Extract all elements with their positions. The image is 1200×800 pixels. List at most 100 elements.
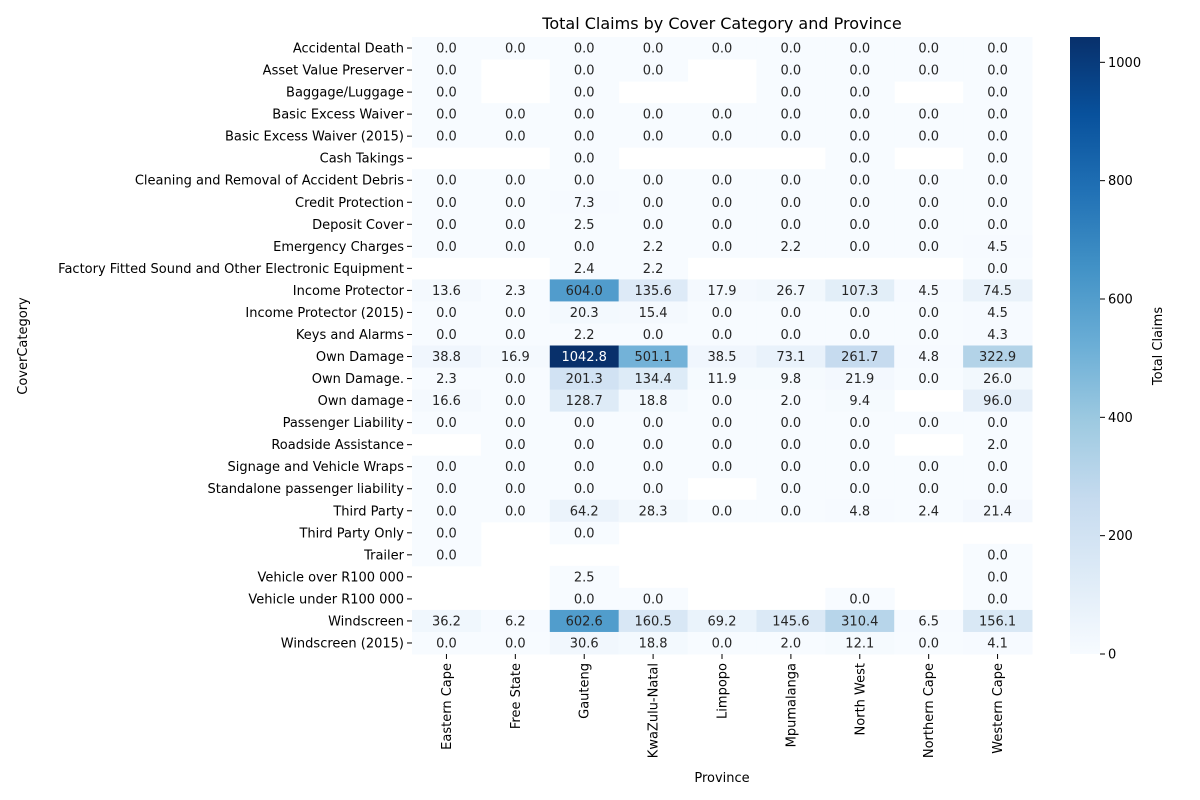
heatmap-cell: [480, 301, 551, 324]
cell-value-label: 6.5: [918, 614, 939, 629]
x-tick-label: KwaZulu-Natal: [647, 663, 662, 758]
cell-value-label: 0.0: [849, 108, 870, 123]
heatmap-cell: [825, 499, 895, 523]
cell-value-label: 2.2: [574, 328, 595, 343]
cell-value-label: 0.0: [781, 86, 802, 101]
heatmap-cell: [412, 213, 482, 236]
heatmap-cell: [963, 59, 1033, 82]
cell-value-label: 0.0: [918, 108, 939, 123]
heatmap-cell: [618, 213, 689, 236]
heatmap-cell: [894, 367, 964, 391]
heatmap-cell: [894, 37, 964, 60]
y-tick-label: Roadside Assistance: [271, 438, 404, 453]
y-axis-label: CoverCategory: [16, 297, 31, 395]
heatmap-cell: [618, 609, 689, 633]
cell-value-label: 0.0: [643, 42, 664, 57]
cell-value-label: 26.7: [776, 284, 805, 299]
cell-value-label: 0.0: [436, 504, 457, 519]
heatmap-cell: [687, 609, 757, 633]
cell-value-label: 0.0: [436, 328, 457, 343]
cell-value-label: 0.0: [574, 130, 595, 145]
heatmap-cell: [894, 477, 964, 501]
y-tick-label: Passenger Liability: [283, 416, 405, 431]
heatmap-cell: [618, 103, 689, 126]
cell-value-label: 2.0: [781, 636, 802, 651]
heatmap-cell: [549, 169, 620, 192]
heatmap-cell: [480, 389, 551, 413]
heatmap-cell: [894, 191, 964, 214]
heatmap-cell: [963, 125, 1033, 148]
heatmap-cell: [412, 631, 482, 655]
heatmap-cell: [412, 191, 482, 214]
chart-title: Total Claims by Cover Category and Provi…: [541, 14, 901, 33]
cell-value-label: 0.0: [505, 130, 526, 145]
cell-value-label: 0.0: [849, 152, 870, 167]
heatmap-cell: [825, 103, 895, 126]
cell-value-label: 0.0: [643, 482, 664, 497]
heatmap-cell: [618, 455, 689, 479]
heatmap-cell: [963, 323, 1033, 346]
x-axis-ticks: Eastern Cape Free State Gauteng KwaZulu-Nat…: [440, 654, 1006, 758]
cell-value-label: 0.0: [987, 152, 1008, 167]
cell-value-label: 0.0: [781, 460, 802, 475]
cell-value-label: 0.0: [918, 42, 939, 57]
heatmap-cell: [963, 389, 1033, 413]
cell-value-label: 4.5: [918, 284, 939, 299]
cell-value-label: 0.0: [505, 438, 526, 453]
cell-value-label: 4.8: [849, 504, 870, 519]
cell-value-label: 0.0: [987, 130, 1008, 145]
cell-value-label: 0.0: [436, 482, 457, 497]
cell-value-label: 0.0: [505, 504, 526, 519]
cell-value-label: 0.0: [643, 174, 664, 189]
cell-value-label: 21.9: [845, 372, 874, 387]
heatmap-cell: [412, 37, 482, 60]
cell-value-label: 0.0: [436, 196, 457, 211]
heatmap-cell: [825, 125, 895, 148]
heatmap-cell: [480, 37, 551, 60]
heatmap-cell: [618, 169, 689, 192]
y-tick-label: Trailer: [363, 548, 405, 563]
heatmap-cell: [480, 103, 551, 126]
colorbar-ticks: 0 200 400 600 800 1000: [1100, 56, 1141, 663]
heatmap-cell: [480, 345, 551, 369]
cell-value-label: 0.0: [918, 372, 939, 387]
heatmap-cell: [963, 565, 1033, 589]
cell-value-label: 1042.8: [561, 350, 607, 365]
y-tick-label: Income Protector: [293, 284, 405, 299]
y-tick-label: Cleaning and Removal of Accident Debris: [135, 174, 404, 189]
heatmap-cell: [825, 235, 895, 258]
cell-value-label: 0.0: [505, 636, 526, 651]
cell-value-label: 0.0: [643, 592, 664, 607]
heatmap-cell: [756, 125, 826, 148]
cell-value-label: 0.0: [574, 526, 595, 541]
heatmap-cell: [618, 433, 689, 457]
cell-value-label: 0.0: [781, 306, 802, 321]
cell-value-label: 0.0: [849, 482, 870, 497]
x-tick-label: Northern Cape: [922, 663, 937, 758]
cell-value-label: 128.7: [566, 394, 603, 409]
cell-value-label: 135.6: [635, 284, 672, 299]
cell-value-label: 0.0: [849, 174, 870, 189]
heatmap-cell: [687, 345, 757, 369]
cell-value-label: 322.9: [979, 350, 1016, 365]
cell-value-label: 0.0: [643, 438, 664, 453]
cell-value-label: 9.8: [781, 372, 802, 387]
cell-value-label: 0.0: [987, 196, 1008, 211]
cell-value-label: 201.3: [566, 372, 603, 387]
cell-value-label: 0.0: [781, 504, 802, 519]
heatmap-cell: [756, 37, 826, 60]
cell-value-label: 0.0: [643, 328, 664, 343]
x-tick-label: Western Cape: [991, 663, 1006, 754]
heatmap-cell: [549, 609, 620, 633]
heatmap-cell: [480, 477, 551, 501]
cell-value-label: 0.0: [574, 86, 595, 101]
heatmap-cell: [412, 345, 482, 369]
heatmap-cell: [480, 169, 551, 192]
heatmap-cell: [412, 59, 482, 82]
cell-value-label: 0.0: [643, 218, 664, 233]
y-tick-label: Factory Fitted Sound and Other Electroni…: [58, 262, 404, 277]
cell-value-label: 0.0: [849, 460, 870, 475]
x-tick-label: Gauteng: [578, 663, 593, 719]
heatmap-cell: [412, 411, 482, 435]
heatmap-cell: [549, 279, 620, 302]
